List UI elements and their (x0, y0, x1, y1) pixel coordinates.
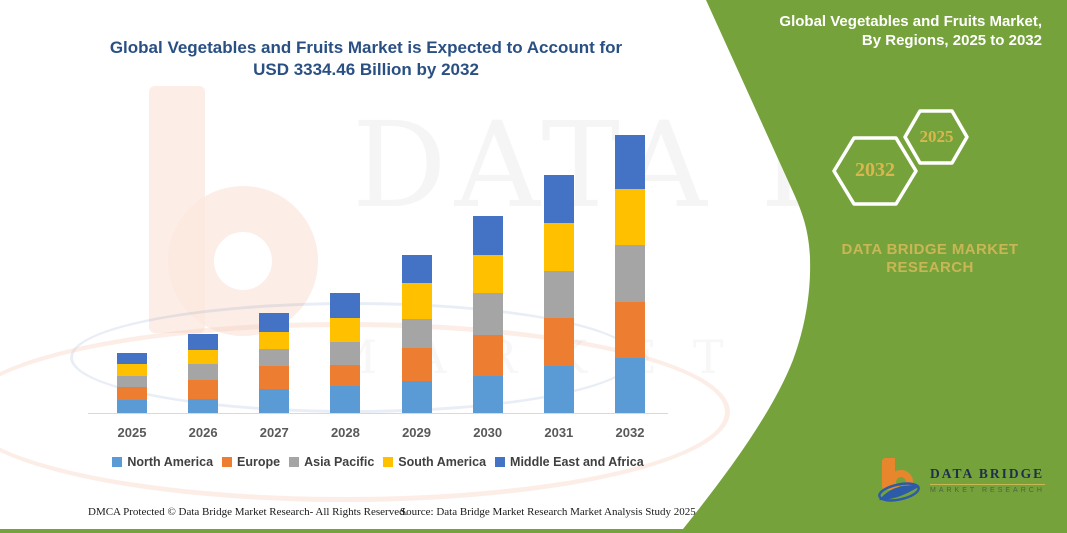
bar-segment-north-america-2032 (614, 357, 645, 413)
bar-segment-north-america-2025 (117, 399, 147, 413)
hexagon-2025-label: 2025 (919, 127, 954, 146)
databridge-logo-text: DATA BRIDGE MARKET RESEARCH (930, 466, 1045, 494)
bar-segment-europe-2032 (614, 301, 645, 358)
bar-segment-europe-2027 (259, 365, 290, 389)
hexagon-2032-label: 2032 (855, 159, 895, 181)
x-axis-label-2031: 2031 (544, 425, 574, 440)
footer-dmca: DMCA Protected © Data Bridge Market Rese… (88, 506, 408, 518)
x-axis-label-2029: 2029 (402, 425, 431, 440)
stacked-bar-2029 (401, 254, 432, 413)
legend-label-middle-east-and-africa: Middle East and Africa (510, 455, 644, 469)
x-axis-label-2030: 2030 (473, 425, 503, 440)
legend-item-south-america: South America (383, 455, 486, 469)
legend-item-middle-east-and-africa: Middle East and Africa (495, 455, 644, 469)
panel-brand-text: DATA BRIDGE MARKET RESEARCH (841, 241, 1019, 276)
stacked-bar-2032 (614, 135, 645, 413)
stacked-bar-2031 (543, 174, 574, 413)
bar-segment-asia-pacific-2028 (330, 341, 361, 365)
bar-segment-asia-pacific-2027 (259, 348, 290, 366)
legend-label-europe: Europe (237, 455, 281, 469)
stacked-bar-2028 (330, 292, 361, 413)
bar-segment-asia-pacific-2025 (117, 375, 147, 387)
x-axis-label-2027: 2027 (259, 425, 289, 440)
bar-segment-europe-2026 (188, 379, 219, 399)
bar-segment-middle-east-and-africa-2029 (401, 254, 432, 283)
panel-title-line2: By Regions, 2025 to 2032 (861, 32, 1042, 49)
panel-title: Global Vegetables and Fruits Market, By … (730, 12, 1042, 50)
logo-subname: MARKET RESEARCH (930, 487, 1045, 494)
x-axis-label-2032: 2032 (615, 425, 645, 440)
bar-segment-asia-pacific-2031 (543, 270, 574, 318)
chart-title-line1: Global Vegetables and Fruits Market is E… (109, 38, 623, 57)
bar-segment-middle-east-and-africa-2031 (543, 174, 574, 223)
footer-source: Source: Data Bridge Market Research Mark… (400, 506, 696, 518)
bar-segment-europe-2031 (543, 317, 574, 366)
bar-segment-north-america-2027 (259, 388, 290, 413)
x-axis-label-2025: 2025 (117, 425, 147, 440)
bar-segment-north-america-2028 (330, 385, 361, 413)
bar-segment-asia-pacific-2026 (188, 363, 219, 380)
bar-segment-south-america-2029 (401, 282, 432, 319)
bar-segment-north-america-2026 (188, 398, 219, 413)
logo-name: DATA BRIDGE (930, 466, 1045, 485)
bar-segment-europe-2030 (472, 334, 503, 376)
bar-segment-south-america-2028 (330, 317, 361, 342)
x-axis-line (88, 413, 668, 414)
stacked-bar-2025 (117, 352, 147, 413)
bar-segment-north-america-2030 (472, 375, 503, 413)
hexagon-2025 (903, 109, 969, 165)
x-axis-label-2026: 2026 (188, 425, 218, 440)
bar-segment-asia-pacific-2032 (614, 244, 645, 302)
bar-segment-south-america-2025 (117, 363, 147, 376)
chart-legend: North America Europe Asia Pacific South Ame… (88, 455, 668, 469)
bar-segment-middle-east-and-africa-2030 (472, 215, 503, 255)
x-axis-label-2028: 2028 (330, 425, 360, 440)
bar-segment-north-america-2029 (401, 380, 432, 413)
bar-segment-asia-pacific-2029 (401, 318, 432, 348)
bar-segment-asia-pacific-2030 (472, 292, 503, 335)
bar-segment-europe-2025 (117, 386, 147, 400)
bar-segment-south-america-2026 (188, 349, 219, 364)
bar-segment-middle-east-and-africa-2032 (614, 135, 645, 189)
bar-segment-europe-2029 (401, 347, 432, 381)
panel-title-line1: Global Vegetables and Fruits Market, (779, 13, 1042, 30)
legend-swatch-europe (222, 457, 233, 467)
stacked-bar-chart: 2025 2026 2027 2028 2029 2030 2031 2032 North A… (88, 135, 668, 469)
bar-segment-south-america-2030 (472, 254, 503, 293)
bar-segment-middle-east-and-africa-2025 (117, 352, 147, 364)
stacked-bar-2026 (188, 333, 219, 413)
legend-label-asia-pacific: Asia Pacific (304, 455, 375, 469)
chart-title-line2: USD 3334.46 Billion by 2032 (253, 60, 479, 79)
bar-segment-north-america-2031 (543, 365, 574, 413)
databridge-logo-icon (878, 458, 920, 502)
bar-segment-europe-2028 (330, 364, 361, 386)
bar-segment-middle-east-and-africa-2028 (330, 292, 361, 318)
stacked-bar-2030 (472, 215, 503, 413)
legend-swatch-north-america (112, 457, 123, 467)
legend-item-asia-pacific: Asia Pacific (289, 455, 374, 469)
bar-segment-middle-east-and-africa-2026 (188, 333, 219, 350)
legend-item-europe: Europe (222, 455, 280, 469)
legend-label-south-america: South America (398, 455, 487, 469)
bar-segment-south-america-2027 (259, 331, 290, 349)
chart-title: Global Vegetables and Fruits Market is E… (85, 37, 647, 81)
legend-item-north-america: North America (112, 455, 213, 469)
legend-label-north-america: North America (127, 455, 214, 469)
legend-swatch-middle-east-and-africa (495, 457, 506, 467)
bar-segment-south-america-2031 (543, 222, 574, 271)
bar-segment-south-america-2032 (614, 188, 645, 245)
legend-swatch-south-america (383, 457, 394, 467)
databridge-logo: DATA BRIDGE MARKET RESEARCH (876, 456, 1045, 506)
legend-swatch-asia-pacific (289, 457, 300, 467)
hexagon-2032 (832, 136, 918, 206)
